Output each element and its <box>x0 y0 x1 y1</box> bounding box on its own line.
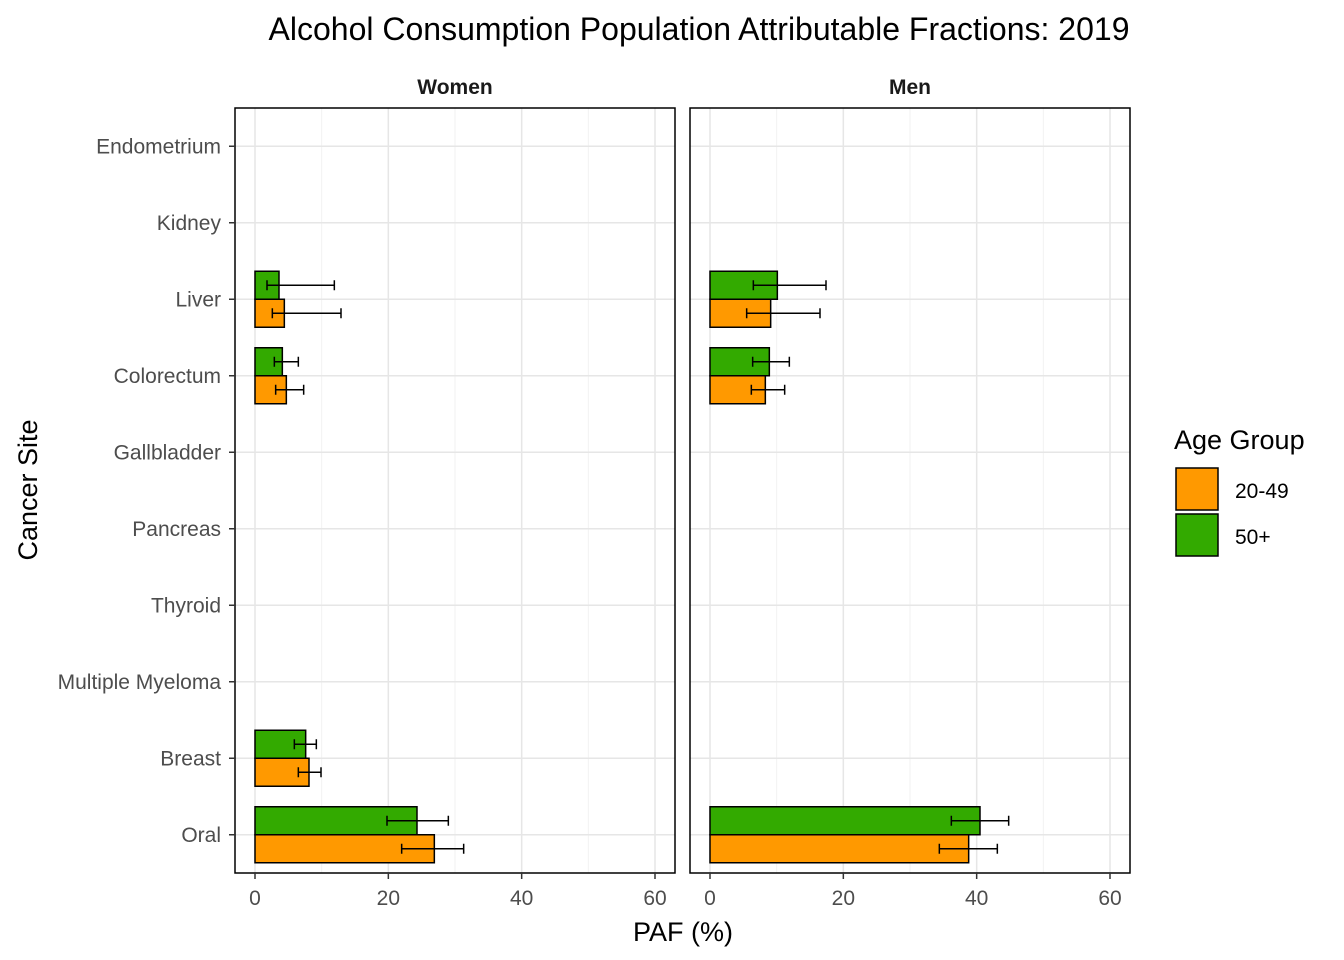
panel-border <box>689 107 1131 874</box>
legend-label-50: 50+ <box>1235 526 1271 549</box>
y-tick-label-endometrium: Endometrium <box>96 135 221 158</box>
legend: Age Group 20-49 50+ <box>1174 425 1305 557</box>
errorbar-20-49-colorectum <box>274 384 305 395</box>
y-tick-label-colorectum: Colorectum <box>114 365 221 388</box>
facet-strip-label: Women <box>417 76 492 99</box>
errorbar-20-49-liver <box>745 308 821 319</box>
y-tick-label-thyroid: Thyroid <box>151 594 221 617</box>
x-tick-label: 0 <box>249 887 261 910</box>
chart-title: Alcohol Consumption Population Attributa… <box>269 11 1130 47</box>
x-tick-label: 0 <box>704 887 716 910</box>
errorbar-20-49-colorectum <box>750 384 786 395</box>
y-axis: Endometrium Kidney Liver Colorectum Gallblad… <box>58 135 235 847</box>
x-tick-label: 60 <box>643 887 666 910</box>
errorbar-50-liver <box>752 280 827 291</box>
legend-key-50 <box>1175 513 1219 557</box>
errorbar-50-colorectum <box>751 356 791 367</box>
errorbar-50-liver <box>266 280 336 291</box>
y-tick-label-oral: Oral <box>181 824 221 847</box>
errorbar-50-breast <box>293 739 318 750</box>
y-tick-label-breast: Breast <box>160 747 221 770</box>
facet-panels: Women 0 20 40 60 Men 0 20 40 60 Endometrium Kidney L… <box>58 76 1131 910</box>
y-tick-label-pancreas: Pancreas <box>132 518 221 541</box>
errorbar-20-49-oral <box>400 843 465 854</box>
legend-label-20-49: 20-49 <box>1235 480 1289 503</box>
x-tick-label: 40 <box>965 887 988 910</box>
bar-20-49-colorectum <box>254 375 288 405</box>
facet-strip-label: Men <box>889 76 931 99</box>
errorbar-20-49-oral <box>938 843 999 854</box>
x-tick-label: 60 <box>1098 887 1121 910</box>
y-tick-label-gallbladder: Gallbladder <box>114 441 221 464</box>
errorbar-50-oral <box>386 815 450 826</box>
x-tick-label: 20 <box>377 887 400 910</box>
x-tick-label: 40 <box>510 887 533 910</box>
errorbar-20-49-breast <box>297 767 322 778</box>
bar-20-49-oral <box>709 834 970 864</box>
bar-50-colorectum <box>254 347 284 377</box>
bar-50-oral <box>709 806 981 836</box>
x-axis-label: PAF (%) <box>633 917 733 947</box>
y-axis-label: Cancer Site <box>13 419 43 560</box>
errorbar-50-oral <box>950 815 1010 826</box>
errorbar-50-colorectum <box>273 356 300 367</box>
legend-title: Age Group <box>1174 425 1305 455</box>
bar-20-49-breast <box>254 757 310 787</box>
x-tick-label: 20 <box>832 887 855 910</box>
y-tick-label-liver: Liver <box>175 288 221 311</box>
y-tick-label-multiple-myeloma: Multiple Myeloma <box>58 671 222 694</box>
y-tick-label-kidney: Kidney <box>157 212 222 235</box>
panel-men: Men 0 20 40 60 <box>689 76 1131 910</box>
legend-key-20-49 <box>1175 467 1219 511</box>
panel-women: Women 0 20 40 60 <box>234 76 676 910</box>
errorbar-20-49-liver <box>271 308 342 319</box>
panel-border <box>234 107 676 874</box>
